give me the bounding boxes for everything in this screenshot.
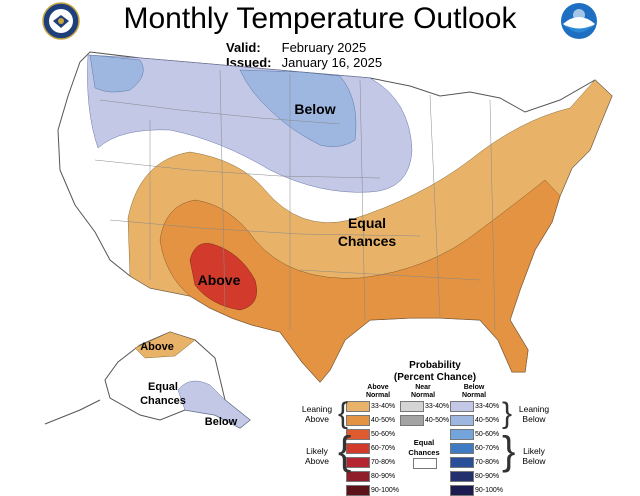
- valid-value: February 2025: [281, 40, 367, 55]
- valid-label: Valid:: [226, 40, 261, 55]
- map-label-ak-below: Below: [205, 416, 238, 428]
- legend-title-line2: (Percent Chance): [393, 372, 477, 383]
- likely-above-label: Likely Above: [304, 446, 330, 466]
- alaska-above-region: [134, 331, 196, 359]
- equal-chances-label: Equal Chances: [408, 438, 440, 457]
- above-swatch-6: [346, 471, 370, 482]
- map-label-equal-1: Equal: [348, 215, 386, 231]
- below-header: Below Normal: [461, 384, 487, 399]
- below-label-1: 33-40%: [475, 403, 500, 410]
- above-label-1: 33-40%: [371, 403, 396, 410]
- leaning-below-brace: }: [502, 397, 513, 430]
- near-label-1: 33-40%: [425, 403, 450, 410]
- leaning-above-brace: {: [338, 397, 349, 430]
- map-label-below-north: Below: [294, 101, 335, 117]
- above-label-7: 90-100%: [371, 487, 400, 494]
- near-label-2: 40-50%: [425, 417, 450, 424]
- above-swatch-7: [346, 485, 370, 496]
- near-swatch-1: [400, 401, 424, 412]
- below-swatch-2: [450, 415, 474, 426]
- below-40-50-region-north: [239, 69, 357, 147]
- below-swatch-4: [450, 443, 474, 454]
- map-label-above-sw: Above: [198, 272, 241, 288]
- above-label-6: 80-90%: [371, 473, 396, 480]
- below-swatch-7: [450, 485, 474, 496]
- below-swatch-1: [450, 401, 474, 412]
- alaska-below-region: [177, 380, 251, 429]
- state-borders: [94, 69, 496, 331]
- below-swatch-3: [450, 429, 474, 440]
- map-label-ak-above: Above: [140, 341, 174, 353]
- above-swatch-1: [346, 401, 370, 412]
- below-label-6: 80-90%: [475, 473, 500, 480]
- map-label-ak-equal-2: Chances: [140, 395, 186, 407]
- leaning-above-label: Leaning Above: [301, 404, 333, 424]
- above-label-5: 70-80%: [371, 459, 396, 466]
- legend-title: Probability (Percent Chance): [380, 360, 490, 384]
- near-swatch-2: [400, 415, 424, 426]
- above-40-50-region: [159, 179, 561, 383]
- above-50-60-region: [189, 243, 257, 311]
- below-40-50-region: [89, 54, 144, 93]
- near-header: Near Normal: [410, 384, 436, 399]
- noaa-logo: [561, 3, 597, 39]
- above-label-3: 50-60%: [371, 431, 396, 438]
- above-header: Above Normal: [365, 384, 391, 399]
- legend-title-line1: Probability: [409, 360, 461, 371]
- above-swatch-3: [346, 429, 370, 440]
- below-label-5: 70-80%: [475, 459, 500, 466]
- above-label-2: 40-50%: [371, 417, 396, 424]
- below-swatch-5: [450, 457, 474, 468]
- issued-date: Issued: January 16, 2025: [226, 55, 382, 70]
- issued-value: January 16, 2025: [281, 55, 383, 70]
- below-label-2: 40-50%: [475, 417, 500, 424]
- below-label-4: 60-70%: [475, 445, 500, 452]
- above-swatch-2: [346, 415, 370, 426]
- map-label-equal-2: Chances: [338, 233, 397, 249]
- below-label-3: 50-60%: [475, 431, 500, 438]
- likely-below-brace: }: [502, 429, 516, 473]
- map-label-ak-equal-1: Equal: [148, 381, 178, 393]
- below-swatch-6: [450, 471, 474, 482]
- likely-below-label: Likely Below: [522, 446, 546, 466]
- page-title: Monthly Temperature Outlook: [123, 2, 517, 35]
- valid-date: Valid: February 2025: [226, 40, 366, 55]
- likely-above-brace: {: [338, 429, 352, 473]
- equal-chances-swatch: [413, 458, 437, 469]
- doc-seal-logo: [42, 2, 80, 40]
- above-label-4: 60-70%: [371, 445, 396, 452]
- aleutians: [44, 399, 101, 425]
- above-swatch-4: [346, 443, 370, 454]
- leaning-below-label: Leaning Below: [518, 404, 550, 424]
- above-swatch-5: [346, 457, 370, 468]
- below-label-7: 90-100%: [475, 487, 504, 494]
